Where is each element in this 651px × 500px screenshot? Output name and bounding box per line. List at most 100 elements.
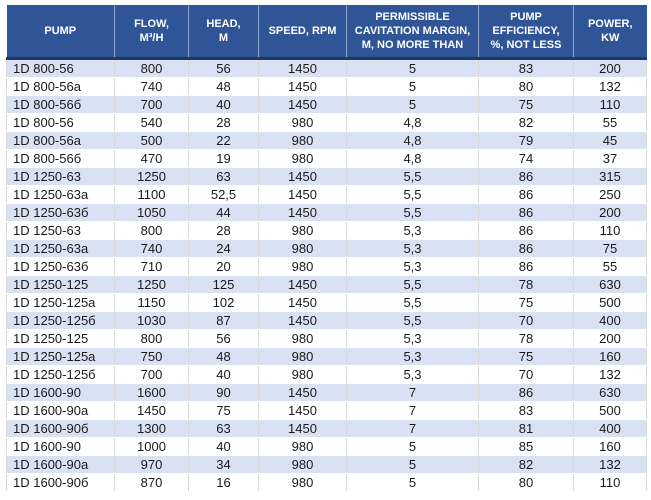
cell-pump: 1D 1250-63 xyxy=(6,221,115,240)
cell-flow: 800 xyxy=(114,221,189,240)
cell-flow: 1000 xyxy=(114,437,189,456)
cell-head: 40 xyxy=(188,95,259,114)
cell-efficiency: 86 xyxy=(478,383,574,402)
cell-flow: 710 xyxy=(114,257,189,276)
cell-cavitation: 5,5 xyxy=(346,203,479,222)
cell-efficiency: 74 xyxy=(478,149,574,168)
cell-cavitation: 5,3 xyxy=(346,347,479,366)
cell-pump: 1D 800-56a xyxy=(6,77,115,96)
cell-cavitation: 5 xyxy=(346,437,479,456)
cell-power: 200 xyxy=(573,203,647,222)
table-row: 1D 1600-90б 1300 63 1450 7 81 400 xyxy=(6,419,647,438)
cell-speed: 980 xyxy=(258,149,347,168)
table-row: 1D 1250-125a 750 48 980 5,3 75 160 xyxy=(6,347,647,366)
cell-speed: 1450 xyxy=(258,275,347,294)
cell-efficiency: 70 xyxy=(478,311,574,330)
table-row: 1D 1250-125б 1030 87 1450 5,5 70 400 xyxy=(6,311,647,330)
cell-pump: 1D 1600-90a xyxy=(6,401,115,420)
cell-head: 44 xyxy=(188,203,259,222)
column-header-cavitation: PERMISSIBLE CAVITATION MARGIN, M, NO MOR… xyxy=(346,5,479,60)
cell-cavitation: 4,8 xyxy=(346,149,479,168)
cell-cavitation: 4,8 xyxy=(346,113,479,132)
cell-head: 52,5 xyxy=(188,185,259,204)
cell-power: 132 xyxy=(573,365,647,384)
cell-power: 37 xyxy=(573,149,647,168)
cell-speed: 1450 xyxy=(258,401,347,420)
cell-flow: 870 xyxy=(114,473,189,492)
cell-speed: 980 xyxy=(258,239,347,258)
column-header-power: POWER, KW xyxy=(573,5,647,60)
table-row: 1D 1600-90 1000 40 980 5 85 160 xyxy=(6,437,647,456)
cell-pump: 1D 1250-63б xyxy=(6,257,115,276)
cell-pump: 1D 1250-125 xyxy=(6,275,115,294)
cell-speed: 980 xyxy=(258,329,347,348)
column-header-pump: PUMP xyxy=(6,5,115,60)
cell-pump: 1D 800-56б xyxy=(6,95,115,114)
cell-pump: 1D 1250-63 xyxy=(6,167,115,186)
cell-head: 34 xyxy=(188,455,259,474)
cell-flow: 800 xyxy=(114,58,189,78)
cell-efficiency: 80 xyxy=(478,473,574,492)
table-row: 1D 1250-125б 700 40 980 5,3 70 132 xyxy=(6,365,647,384)
cell-head: 28 xyxy=(188,113,259,132)
cell-speed: 1450 xyxy=(258,185,347,204)
table-row: 1D 1250-125 800 56 980 5,3 78 200 xyxy=(6,329,647,348)
cell-speed: 980 xyxy=(258,221,347,240)
cell-power: 500 xyxy=(573,401,647,420)
cell-speed: 1450 xyxy=(258,203,347,222)
cell-head: 22 xyxy=(188,131,259,150)
cell-head: 125 xyxy=(188,275,259,294)
cell-head: 56 xyxy=(188,329,259,348)
cell-flow: 1600 xyxy=(114,383,189,402)
cell-power: 400 xyxy=(573,419,647,438)
cell-power: 45 xyxy=(573,131,647,150)
cell-flow: 1300 xyxy=(114,419,189,438)
cell-efficiency: 82 xyxy=(478,113,574,132)
cell-pump: 1D 1250-125б xyxy=(6,311,115,330)
cell-pump: 1D 1250-63a xyxy=(6,239,115,258)
table-body: 1D 800-56 800 56 1450 5 83 200 1D 800-56a 740 48 1… xyxy=(6,58,647,492)
cell-cavitation: 5,5 xyxy=(346,311,479,330)
cell-cavitation: 5,5 xyxy=(346,275,479,294)
cell-power: 132 xyxy=(573,455,647,474)
cell-power: 160 xyxy=(573,437,647,456)
cell-speed: 980 xyxy=(258,347,347,366)
cell-flow: 470 xyxy=(114,149,189,168)
cell-pump: 1D 1250-125б xyxy=(6,365,115,384)
cell-efficiency: 75 xyxy=(478,293,574,312)
cell-efficiency: 86 xyxy=(478,257,574,276)
cell-power: 132 xyxy=(573,77,647,96)
cell-flow: 1450 xyxy=(114,401,189,420)
cell-power: 630 xyxy=(573,383,647,402)
cell-speed: 1450 xyxy=(258,167,347,186)
cell-pump: 1D 1600-90 xyxy=(6,383,115,402)
cell-power: 55 xyxy=(573,113,647,132)
cell-pump: 1D 800-56б xyxy=(6,149,115,168)
cell-speed: 1450 xyxy=(258,419,347,438)
cell-speed: 1450 xyxy=(258,311,347,330)
cell-pump: 1D 1250-63б xyxy=(6,203,115,222)
table-row: 1D 1600-90б 870 16 980 5 80 110 xyxy=(6,473,647,492)
cell-speed: 980 xyxy=(258,437,347,456)
table-row: 1D 800-56 800 56 1450 5 83 200 xyxy=(6,58,647,78)
cell-efficiency: 83 xyxy=(478,401,574,420)
column-header-head: HEAD, M xyxy=(188,5,259,60)
table-row: 1D 1250-125a 1150 102 1450 5,5 75 500 xyxy=(6,293,647,312)
cell-speed: 980 xyxy=(258,131,347,150)
cell-head: 24 xyxy=(188,239,259,258)
cell-cavitation: 5 xyxy=(346,473,479,492)
cell-speed: 1450 xyxy=(258,293,347,312)
cell-efficiency: 78 xyxy=(478,329,574,348)
cell-pump: 1D 1250-125a xyxy=(6,347,115,366)
cell-speed: 1450 xyxy=(258,383,347,402)
cell-cavitation: 5,3 xyxy=(346,365,479,384)
cell-efficiency: 83 xyxy=(478,58,574,78)
cell-flow: 540 xyxy=(114,113,189,132)
cell-power: 315 xyxy=(573,167,647,186)
table-row: 1D 800-56б 470 19 980 4,8 74 37 xyxy=(6,149,647,168)
cell-efficiency: 75 xyxy=(478,347,574,366)
cell-head: 19 xyxy=(188,149,259,168)
cell-speed: 980 xyxy=(258,455,347,474)
cell-efficiency: 82 xyxy=(478,455,574,474)
